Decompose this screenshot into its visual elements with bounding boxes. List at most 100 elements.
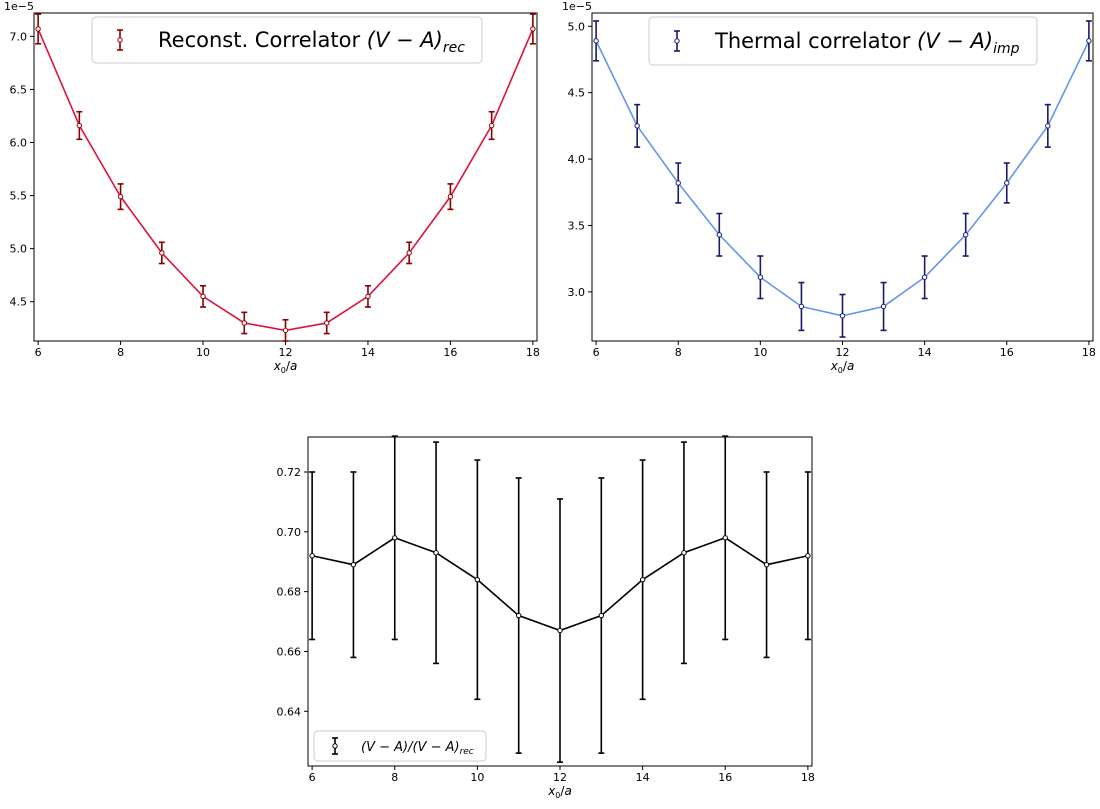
data-point [350,562,357,568]
x-tick-label: 12 [553,771,567,784]
y-tick-label: 6.5 [10,83,28,96]
x-label-slash: / [843,359,848,373]
legend-frame [648,16,1038,66]
data-point [880,303,887,310]
data-point [722,535,728,541]
data-point [921,274,928,280]
data-point [805,553,811,559]
legend: Thermal correlator (V − A)imp [648,16,1038,66]
legend-marker [674,38,680,44]
y-tick-label: 4.5 [10,296,28,309]
data-point [515,612,522,619]
legend-marker [332,743,338,749]
y-tick-label: 0.72 [277,466,302,479]
data-point [406,250,412,256]
data-point [530,26,536,32]
x-tick-label: 10 [196,346,210,359]
y-tick-label: 0.68 [277,586,302,599]
data-point [392,535,398,541]
y-tick-label: 0.70 [277,526,302,539]
x-label-sub: 0 [281,366,286,375]
y-tick-label: 0.66 [277,645,302,658]
x-tick-label: 10 [470,771,484,784]
data-point [282,327,289,334]
legend: Reconst. Correlator (V − A)rec [91,16,483,64]
x-tick-label: 16 [443,346,457,359]
y-multiplier-label: 1e−5 [4,0,34,13]
legend-label-sub: rec [443,40,465,56]
data-point [324,320,330,326]
data-point [200,293,206,300]
legend-label-space [910,29,917,53]
x-tick-label: 10 [753,346,767,359]
y-tick-label: 3.0 [568,286,586,299]
x-label-a: a [564,784,571,798]
y-multiplier-label: 1e−5 [562,0,592,13]
series-line [595,40,1090,317]
data-point [433,550,439,556]
x-tick-label: 6 [309,771,316,784]
chart-panel-top-left: 6 8 10 12 14 16 18 x0/a 4.5 5.0 5.5 6.0 6.5 7.0 1e−5 Re… [4,0,540,375]
x-tick-label: 6 [593,346,600,359]
legend-label: Thermal correlator (V − A)imp [714,29,1020,57]
x-tick-label: 14 [636,771,650,784]
data-point [1004,180,1010,186]
x-tick-label: 8 [117,346,124,359]
data-point [309,553,315,559]
x-label-slash: / [560,784,565,798]
legend-label-math: (V − A) [367,28,443,52]
x-tick-label: 18 [801,771,815,784]
legend-label-sub: imp [993,41,1020,57]
legend-label-math: (V − A) [917,29,993,53]
x-label-var: x [273,359,282,373]
y-tick-label: 0.64 [277,705,302,718]
data-point [241,320,247,326]
x-tick-label: 12 [279,346,293,359]
x-tick-label: 18 [526,346,540,359]
legend-label-math: (V − A)/(V − A) [361,740,460,755]
x-tick-label: 18 [1082,346,1096,359]
data-point [447,193,454,200]
data-point [557,627,563,634]
x-axis-label: x0/a [273,359,298,375]
x-label-slash: / [286,359,291,373]
data-point [1045,123,1051,129]
data-point [681,550,687,556]
data-point [962,232,969,238]
x-tick-label: 8 [391,771,398,784]
data-point [593,38,599,44]
data-point [117,193,124,200]
x-label-a: a [847,359,854,373]
data-point [474,576,481,583]
y-tick-label: 4.5 [568,87,586,100]
x-label-sub: 0 [838,366,843,375]
legend: (V − A)/(V − A)rec [313,730,487,762]
x-tick-label: 6 [35,346,42,359]
chart-panel-top-right: 6 8 10 12 14 16 18 x0/a 3.0 3.5 4.0 4.5 5.0 1e−5 Therm… [562,0,1096,375]
legend-label: Reconst. Correlator (V − A)rec [158,28,465,56]
data-point [35,26,41,32]
legend-label: (V − A)/(V − A)rec [361,740,474,757]
legend-label-main: Thermal correlator [714,29,911,53]
data-point [798,303,805,310]
x-axis-label: x0/a [547,784,572,800]
series-line [37,28,534,332]
data-point [839,313,846,319]
x-tick-label: 14 [918,346,932,359]
data-point [159,250,165,256]
legend-label-main: Reconst. Correlator [158,28,360,52]
data-point [639,576,646,583]
data-point [675,180,681,186]
y-tick-label: 5.0 [10,243,28,256]
x-axis-label: x0/a [830,359,855,375]
data-point [1086,38,1092,44]
y-tick-label: 4.0 [568,153,586,166]
legend-marker [117,37,123,43]
chart-panel-bottom: 6 8 10 12 14 16 18 x0/a 0.64 0.66 0.68 0.70 0.72 (V −… [277,435,815,800]
data-point [488,122,495,129]
y-tick-label: 5.5 [10,190,28,203]
data-point [598,612,605,619]
legend-frame [91,16,483,64]
y-tick-label: 3.5 [568,219,586,232]
data-point [365,293,371,300]
